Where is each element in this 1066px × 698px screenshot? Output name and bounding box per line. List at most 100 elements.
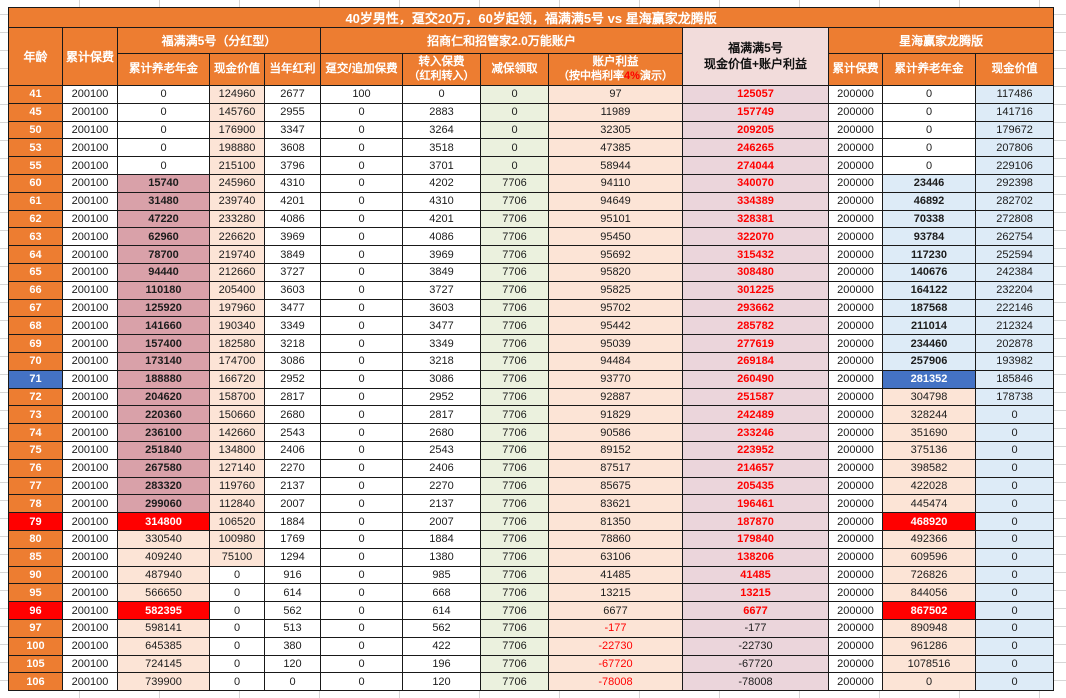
u-single-premium-cell[interactable]: 0 [320, 138, 403, 158]
header-u-transfer[interactable]: 转入保费 （红利转入） [402, 53, 481, 86]
fm-cash-cell[interactable]: 0 [209, 618, 265, 638]
fm-annuity-cell[interactable]: 236100 [117, 423, 210, 442]
cum-premium-cell[interactable]: 200100 [62, 120, 118, 140]
u-transfer-cell[interactable]: 614 [402, 601, 481, 620]
xh-annuity-cell[interactable]: 257906 [882, 351, 976, 371]
age-cell[interactable]: 76 [8, 458, 63, 478]
fm-annuity-cell[interactable]: 0 [117, 156, 210, 175]
fm-dividend-cell[interactable]: 3727 [264, 262, 321, 282]
fm-dividend-cell[interactable]: 562 [264, 601, 321, 620]
xh-premium-cell[interactable]: 200000 [828, 102, 883, 122]
u-transfer-cell[interactable]: 3264 [402, 120, 481, 140]
xh-cash-cell[interactable]: 262754 [974, 227, 1055, 247]
fm-annuity-cell[interactable]: 330540 [117, 529, 210, 549]
xh-cash-cell[interactable]: 212324 [974, 316, 1055, 336]
age-cell[interactable]: 68 [8, 316, 63, 336]
xh-premium-cell[interactable]: 200000 [828, 262, 883, 282]
xh-cash-cell[interactable]: 0 [974, 636, 1055, 656]
fm-cash-cell[interactable]: 112840 [209, 494, 265, 514]
age-cell[interactable]: 105 [8, 654, 63, 674]
u-transfer-cell[interactable]: 562 [402, 618, 481, 638]
cum-premium-cell[interactable]: 200100 [62, 494, 118, 514]
age-cell[interactable]: 97 [8, 618, 63, 638]
age-cell[interactable]: 77 [8, 476, 63, 496]
age-cell[interactable]: 90 [8, 565, 63, 585]
fm-cash-cell[interactable]: 134800 [209, 440, 265, 460]
u-transfer-cell[interactable]: 3969 [402, 245, 481, 264]
u-benefit-cell[interactable]: 92887 [548, 387, 683, 407]
age-cell[interactable]: 74 [8, 423, 63, 442]
fm-annuity-cell[interactable]: 94440 [117, 262, 210, 282]
fm-cash-cell[interactable]: 150660 [209, 405, 265, 425]
fm-cash-cell[interactable]: 75100 [209, 547, 265, 567]
u-single-premium-cell[interactable]: 0 [320, 156, 403, 175]
xh-premium-cell[interactable]: 200000 [828, 565, 883, 585]
xh-annuity-cell[interactable]: 398582 [882, 458, 976, 478]
fm-annuity-cell[interactable]: 314800 [117, 512, 210, 531]
fm-total-cell[interactable]: 179840 [682, 529, 829, 549]
xh-cash-cell[interactable]: 0 [974, 423, 1055, 442]
fm-dividend-cell[interactable]: 1294 [264, 547, 321, 567]
u-withdraw-cell[interactable]: 0 [480, 138, 549, 158]
u-single-premium-cell[interactable]: 0 [320, 618, 403, 638]
fm-cash-cell[interactable]: 145760 [209, 102, 265, 122]
cum-premium-cell[interactable]: 200100 [62, 547, 118, 567]
xh-cash-cell[interactable]: 185846 [974, 369, 1055, 389]
u-withdraw-cell[interactable]: 7706 [480, 512, 549, 531]
cum-premium-cell[interactable]: 200100 [62, 440, 118, 460]
xh-premium-cell[interactable]: 200000 [828, 547, 883, 567]
cum-premium-cell[interactable]: 200100 [62, 156, 118, 175]
cum-premium-cell[interactable]: 200100 [62, 423, 118, 442]
u-benefit-cell[interactable]: 11989 [548, 102, 683, 122]
u-single-premium-cell[interactable]: 0 [320, 405, 403, 425]
fm-annuity-cell[interactable]: 598141 [117, 618, 210, 638]
fm-total-cell[interactable]: 322070 [682, 227, 829, 247]
xh-premium-cell[interactable]: 200000 [828, 156, 883, 175]
cum-premium-cell[interactable]: 200100 [62, 245, 118, 264]
fm-total-cell[interactable]: -177 [682, 618, 829, 638]
xh-annuity-cell[interactable]: 211014 [882, 316, 976, 336]
xh-annuity-cell[interactable]: 468920 [882, 512, 976, 531]
xh-premium-cell[interactable]: 200000 [828, 316, 883, 336]
u-benefit-cell[interactable]: -67720 [548, 654, 683, 674]
xh-annuity-cell[interactable]: 1078516 [882, 654, 976, 674]
xh-annuity-cell[interactable]: 844056 [882, 583, 976, 603]
u-single-premium-cell[interactable]: 0 [320, 476, 403, 496]
age-cell[interactable]: 100 [8, 636, 63, 656]
xh-cash-cell[interactable]: 0 [974, 405, 1055, 425]
cum-premium-cell[interactable]: 200100 [62, 565, 118, 585]
u-single-premium-cell[interactable]: 0 [320, 334, 403, 353]
xh-cash-cell[interactable]: 178738 [974, 387, 1055, 407]
cum-premium-cell[interactable]: 200100 [62, 618, 118, 638]
u-benefit-cell[interactable]: 32305 [548, 120, 683, 140]
age-cell[interactable]: 75 [8, 440, 63, 460]
fm-dividend-cell[interactable]: 916 [264, 565, 321, 585]
cum-premium-cell[interactable]: 200100 [62, 672, 118, 692]
fm-dividend-cell[interactable]: 513 [264, 618, 321, 638]
cum-premium-cell[interactable]: 200100 [62, 102, 118, 122]
u-benefit-cell[interactable]: 95039 [548, 334, 683, 353]
xh-annuity-cell[interactable]: 23446 [882, 173, 976, 193]
fm-dividend-cell[interactable]: 3477 [264, 298, 321, 318]
xh-premium-cell[interactable]: 200000 [828, 458, 883, 478]
xh-annuity-cell[interactable]: 140676 [882, 262, 976, 282]
fm-cash-cell[interactable]: 226620 [209, 227, 265, 247]
cum-premium-cell[interactable]: 200100 [62, 334, 118, 353]
u-withdraw-cell[interactable]: 7706 [480, 672, 549, 692]
xh-premium-cell[interactable]: 200000 [828, 440, 883, 460]
age-cell[interactable]: 80 [8, 529, 63, 549]
u-benefit-cell[interactable]: -78008 [548, 672, 683, 692]
u-withdraw-cell[interactable]: 7706 [480, 262, 549, 282]
u-withdraw-cell[interactable]: 7706 [480, 191, 549, 211]
age-cell[interactable]: 62 [8, 209, 63, 229]
u-single-premium-cell[interactable]: 0 [320, 512, 403, 531]
fm-dividend-cell[interactable]: 2955 [264, 102, 321, 122]
fm-total-cell[interactable]: 340070 [682, 173, 829, 193]
header-fm-annuity[interactable]: 累计养老年金 [117, 53, 210, 86]
header-cum-premium[interactable]: 累计保费 [62, 27, 118, 86]
xh-annuity-cell[interactable]: 164122 [882, 280, 976, 300]
fm-total-cell[interactable]: 187870 [682, 512, 829, 531]
u-single-premium-cell[interactable]: 0 [320, 423, 403, 442]
u-single-premium-cell[interactable]: 0 [320, 565, 403, 585]
u-transfer-cell[interactable]: 196 [402, 654, 481, 674]
